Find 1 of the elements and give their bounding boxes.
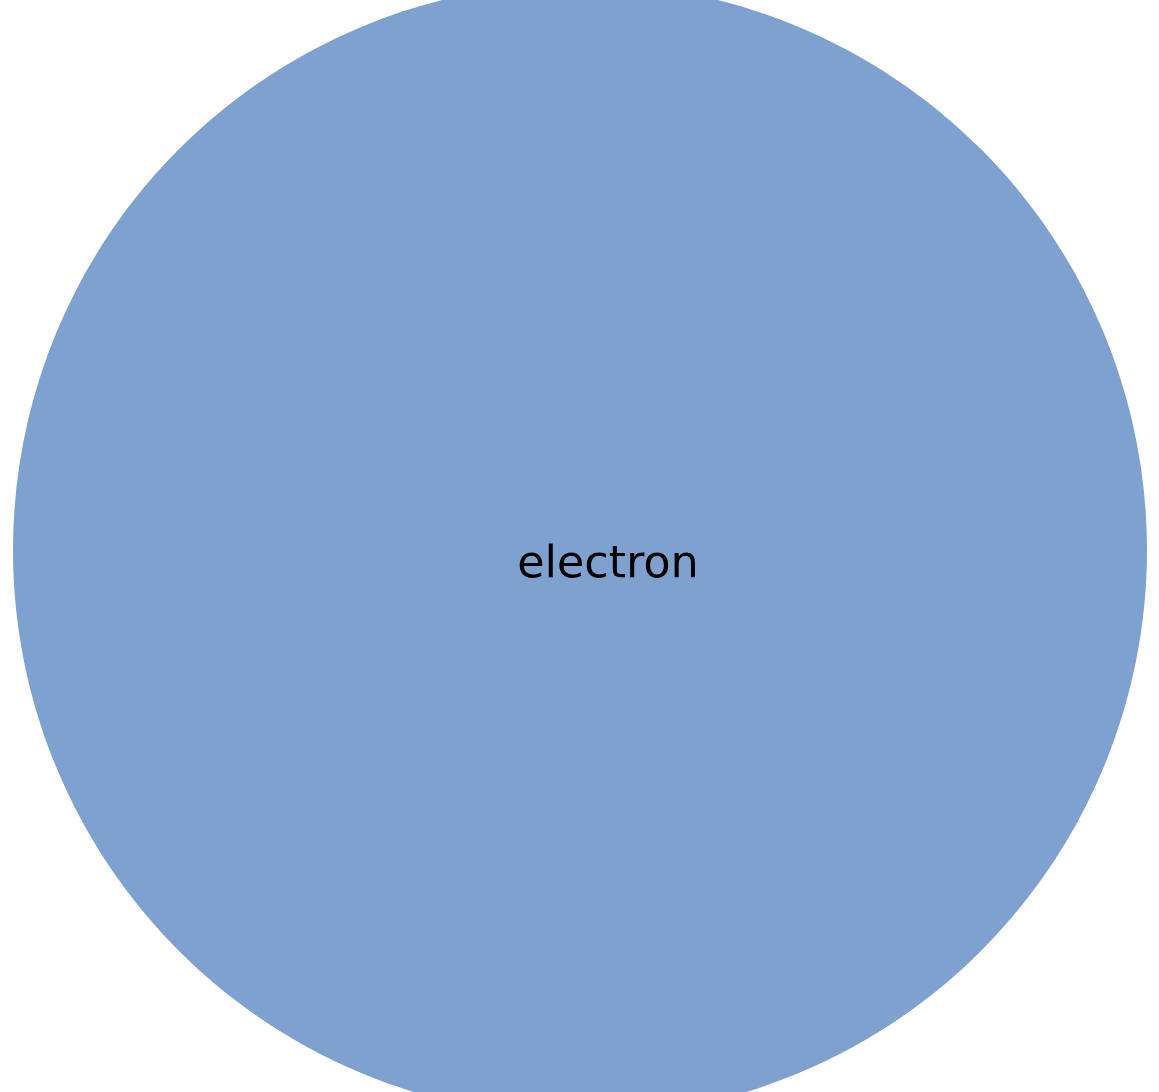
slice-label: electron — [519, 543, 695, 578]
